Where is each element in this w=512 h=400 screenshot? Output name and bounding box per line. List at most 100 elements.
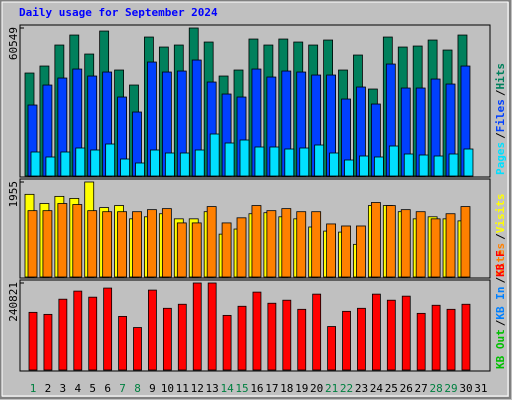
legend: Sites /Visits <box>494 194 507 277</box>
bar <box>311 211 322 278</box>
legend-separator: / <box>494 233 507 240</box>
bar <box>327 326 337 371</box>
bar <box>252 291 262 371</box>
bar <box>284 148 295 177</box>
bar <box>415 211 426 278</box>
bar <box>342 310 351 371</box>
y-tick-label: 1955 <box>7 181 20 208</box>
bar <box>102 211 113 278</box>
bar <box>191 222 202 278</box>
bar <box>58 298 68 371</box>
bar <box>192 282 202 371</box>
x-tick-label: 13 <box>206 382 219 395</box>
x-tick-label: 22 <box>340 382 353 395</box>
bar <box>326 223 337 278</box>
bar <box>45 156 56 177</box>
bar <box>357 307 366 371</box>
x-tick-label: 16 <box>250 382 263 395</box>
x-tick-label: 9 <box>149 382 156 395</box>
bar <box>177 303 187 371</box>
bar <box>344 159 354 177</box>
bar <box>251 205 262 278</box>
x-tick-label: 21 <box>325 382 338 395</box>
bar <box>118 315 127 371</box>
x-tick-label: 11 <box>176 382 189 395</box>
bar <box>403 153 414 177</box>
chart-title: Daily usage for September 2024 <box>19 6 218 19</box>
legend-entry: KB Out <box>494 329 507 369</box>
bar <box>296 211 307 278</box>
bar <box>254 146 265 177</box>
bar <box>75 147 86 177</box>
bar <box>371 293 381 371</box>
bar <box>73 290 83 371</box>
bar <box>461 303 471 371</box>
x-tick-label: 3 <box>60 382 67 395</box>
bar <box>269 146 280 177</box>
bar <box>416 312 426 371</box>
legend-entry: KB In <box>494 287 507 320</box>
bar <box>132 211 142 278</box>
bar <box>239 139 250 177</box>
bar <box>135 162 145 177</box>
x-tick-label: 19 <box>295 382 308 395</box>
x-tick-label: 28 <box>429 382 442 395</box>
bar <box>359 155 369 177</box>
bar <box>43 313 53 371</box>
bar <box>27 210 38 278</box>
bar <box>88 296 98 371</box>
bar <box>164 152 175 177</box>
bar <box>162 307 172 371</box>
x-tick-label: 17 <box>265 382 278 395</box>
bar <box>161 208 172 278</box>
bar <box>448 153 459 177</box>
bar <box>267 302 277 371</box>
bar <box>236 217 247 278</box>
x-tick-label: 7 <box>119 382 126 395</box>
x-tick-label: 30 <box>459 382 472 395</box>
x-tick-label: 5 <box>89 382 96 395</box>
bar <box>237 305 247 371</box>
bar <box>418 154 429 177</box>
bar <box>57 203 68 278</box>
x-tick-label: 4 <box>74 382 81 395</box>
x-tick-label: 27 <box>415 382 428 395</box>
x-tick-label: 20 <box>310 382 323 395</box>
legend: KB Out/KB In/KB F <box>494 250 507 369</box>
bar <box>431 304 441 371</box>
bar <box>329 152 340 177</box>
x-tick-label: 25 <box>385 382 398 395</box>
bar <box>117 211 127 278</box>
bar <box>341 225 351 278</box>
y-tick-label: 60549 <box>7 27 20 60</box>
bar <box>194 149 205 177</box>
bar <box>133 327 142 371</box>
bar <box>460 206 471 278</box>
x-tick-label: 6 <box>104 382 111 395</box>
bar <box>400 209 411 278</box>
bar <box>176 222 187 278</box>
x-tick-label: 29 <box>444 382 457 395</box>
bar <box>445 213 456 278</box>
bar <box>266 210 277 278</box>
bar <box>87 210 98 278</box>
bar <box>221 222 232 278</box>
x-tick-label: 8 <box>134 382 141 395</box>
legend-entry: Hits <box>494 63 507 90</box>
x-tick-label: 31 <box>474 382 487 395</box>
bar <box>401 295 411 371</box>
legend-entry: KB F <box>494 250 507 277</box>
legend-separator: / <box>494 277 507 284</box>
bar <box>90 149 101 177</box>
bar <box>209 133 220 177</box>
bar <box>224 142 235 177</box>
legend-separator: / <box>494 89 507 96</box>
bar <box>30 151 41 177</box>
legend: Pages/Files/Hits <box>494 63 507 175</box>
bar <box>150 149 160 177</box>
bar <box>28 311 38 371</box>
legend-separator: / <box>494 319 507 326</box>
